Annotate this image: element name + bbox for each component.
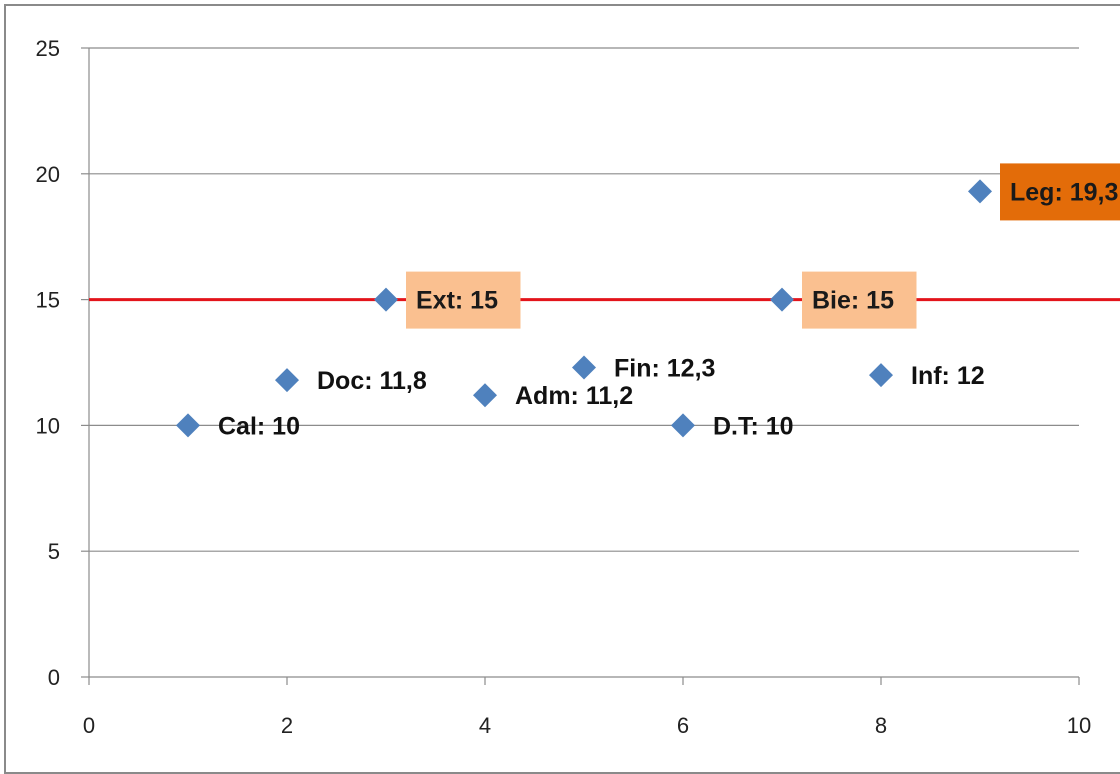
data-point-marker [275,368,299,393]
data-label: Fin: 12,3 [614,355,715,383]
data-label-highlight [802,271,917,329]
data-label: D.T: 10 [713,412,794,440]
data-label: Doc: 11,8 [317,367,427,395]
data-point-marker [473,383,497,408]
data-label: Inf: 12 [911,362,985,390]
x-tick-label: 2 [281,713,293,738]
data-point-marker [869,363,893,388]
y-tick-label: 20 [36,162,60,187]
data-label-highlight [1000,163,1120,221]
y-tick-label: 10 [36,413,60,438]
data-point-marker [374,287,398,312]
data-point-marker [572,355,596,380]
y-tick-label: 5 [48,539,60,564]
data-label: Leg: 19,3 [1010,178,1118,206]
point-layer [176,179,992,438]
data-point-marker [671,413,695,438]
y-tick-label: 0 [48,665,60,690]
x-tick-label: 10 [1067,713,1091,738]
x-tick-label: 8 [875,713,887,738]
data-point-marker [770,287,794,312]
data-label: Bie: 15 [812,287,894,315]
data-label: Cal: 10 [218,412,300,440]
data-label-highlight [406,271,521,329]
data-label: Adm: 11,2 [515,382,633,410]
y-tick-label: 15 [36,288,60,313]
y-tick-label: 25 [36,36,60,61]
x-tick-label: 6 [677,713,689,738]
data-point-marker [176,413,200,438]
x-tick-label: 4 [479,713,491,738]
axis-layer: 0 5 10 15 20 25 0 2 4 6 8 10 [36,36,1092,738]
data-point-marker [968,179,992,204]
data-label: Ext: 15 [416,287,498,315]
x-tick-label: 0 [83,713,95,738]
